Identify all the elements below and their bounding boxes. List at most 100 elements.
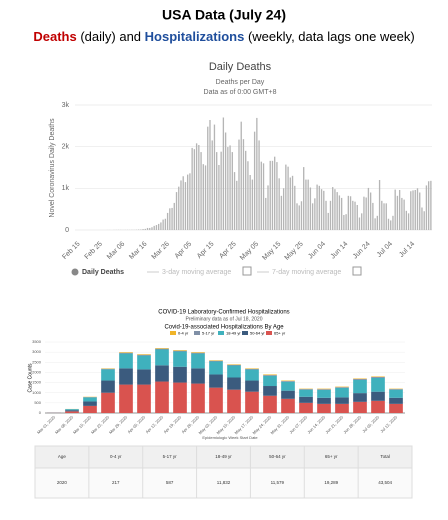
bar (310, 188, 311, 231)
bar (417, 188, 418, 230)
bar-segment (389, 390, 403, 398)
bar-segment (101, 381, 115, 393)
bar (147, 228, 148, 230)
x-tick-label: May 31, 2020 (269, 414, 290, 435)
legend-swatch (242, 331, 248, 335)
bar (223, 118, 224, 231)
legend-swatch (170, 331, 176, 335)
x-axis-title: Epidemiologic Week Start Date (202, 435, 258, 440)
bar-segment (65, 409, 79, 410)
bar (187, 175, 188, 230)
bar-segment (137, 369, 151, 384)
bar (203, 164, 204, 230)
y-tick-label: 3000 (32, 349, 42, 354)
bar-segment (299, 389, 313, 390)
page-title: USA Data (July 24) (162, 7, 286, 23)
bar-segment (263, 374, 277, 375)
bar (372, 203, 373, 230)
bar-segment (317, 389, 331, 390)
table-cell: 11,832 (217, 480, 231, 485)
x-tick-label: Feb 25 (84, 241, 104, 261)
bar (296, 203, 297, 230)
bar (294, 186, 295, 230)
bar-segment (191, 352, 205, 353)
bar-segment (101, 369, 115, 370)
bar-segment (389, 389, 403, 390)
bar (303, 167, 304, 230)
x-tick-label: Apr 25 (218, 241, 238, 261)
bar (381, 201, 382, 230)
bar-segment (173, 352, 187, 367)
bar-segment (191, 384, 205, 413)
bar (415, 190, 416, 230)
bar (403, 200, 404, 230)
bar (185, 182, 186, 230)
x-tick-label: Feb 15 (61, 241, 81, 261)
bar (205, 165, 206, 230)
legend-label: 65+ yr (274, 331, 286, 336)
legend-checkbox[interactable] (353, 267, 361, 275)
bar (292, 176, 293, 230)
legend-label: 18-49 yr (226, 331, 241, 336)
bar (348, 196, 349, 230)
bar (198, 145, 199, 230)
bar (368, 188, 369, 230)
y-tick-label: 2500 (32, 359, 42, 364)
bar-segment (245, 368, 259, 369)
bar (256, 118, 257, 230)
bar (330, 201, 331, 230)
bar (263, 163, 264, 230)
y-tick-label: 0 (39, 410, 42, 415)
bar-segment (119, 385, 133, 413)
bar-segment (317, 389, 331, 390)
bar (180, 180, 181, 230)
bar-segment (137, 354, 151, 355)
table-header-cell: Total (380, 454, 390, 459)
x-tick-label: Jul 12, 2020 (379, 414, 398, 433)
table-header-cell: 65+ yr (325, 454, 338, 459)
bar (410, 191, 411, 230)
x-tick-label: Jun 04 (307, 241, 327, 261)
bar (406, 211, 407, 230)
y-tick-label: 2k (62, 144, 70, 151)
subtitle-part: Deaths (33, 29, 76, 44)
legend-label: 0-4 yr (178, 331, 189, 336)
bar-segment (245, 370, 259, 381)
table-cell: 2020 (57, 480, 68, 485)
bar-segment (137, 355, 151, 356)
bar (343, 215, 344, 230)
bar-segment (371, 377, 385, 378)
bar-segment (155, 348, 169, 349)
bar (325, 201, 326, 230)
bar-segment (353, 379, 367, 380)
legend-swatch (194, 331, 200, 335)
bar-segment (281, 391, 295, 399)
bar-segment (335, 387, 349, 388)
bar-segment (65, 411, 79, 413)
bar (359, 218, 360, 231)
bar (357, 205, 358, 230)
bar (395, 190, 396, 230)
bar (258, 140, 259, 230)
bar-segment (353, 380, 367, 393)
legend-label: 50-64 yr (250, 331, 265, 336)
bar (426, 185, 427, 230)
bar (370, 193, 371, 231)
x-tick-label: May 05 (239, 241, 260, 262)
bar-segment (227, 364, 241, 365)
x-tick-label: Mar 06 (106, 241, 126, 261)
bar (285, 165, 286, 230)
bar (316, 185, 317, 230)
bar (332, 187, 333, 230)
bar-segment (263, 375, 277, 376)
bar (165, 219, 166, 230)
legend-checkbox[interactable] (243, 267, 251, 275)
bar (241, 122, 242, 230)
x-tick-label: May 15 (261, 241, 282, 262)
bar (305, 180, 306, 230)
bar (154, 226, 155, 230)
chart-subtitle: Preliminary data as of Jul 18, 2020 (186, 316, 263, 322)
x-tick-label: Mar 16 (128, 241, 148, 261)
bar-segment (263, 376, 277, 386)
